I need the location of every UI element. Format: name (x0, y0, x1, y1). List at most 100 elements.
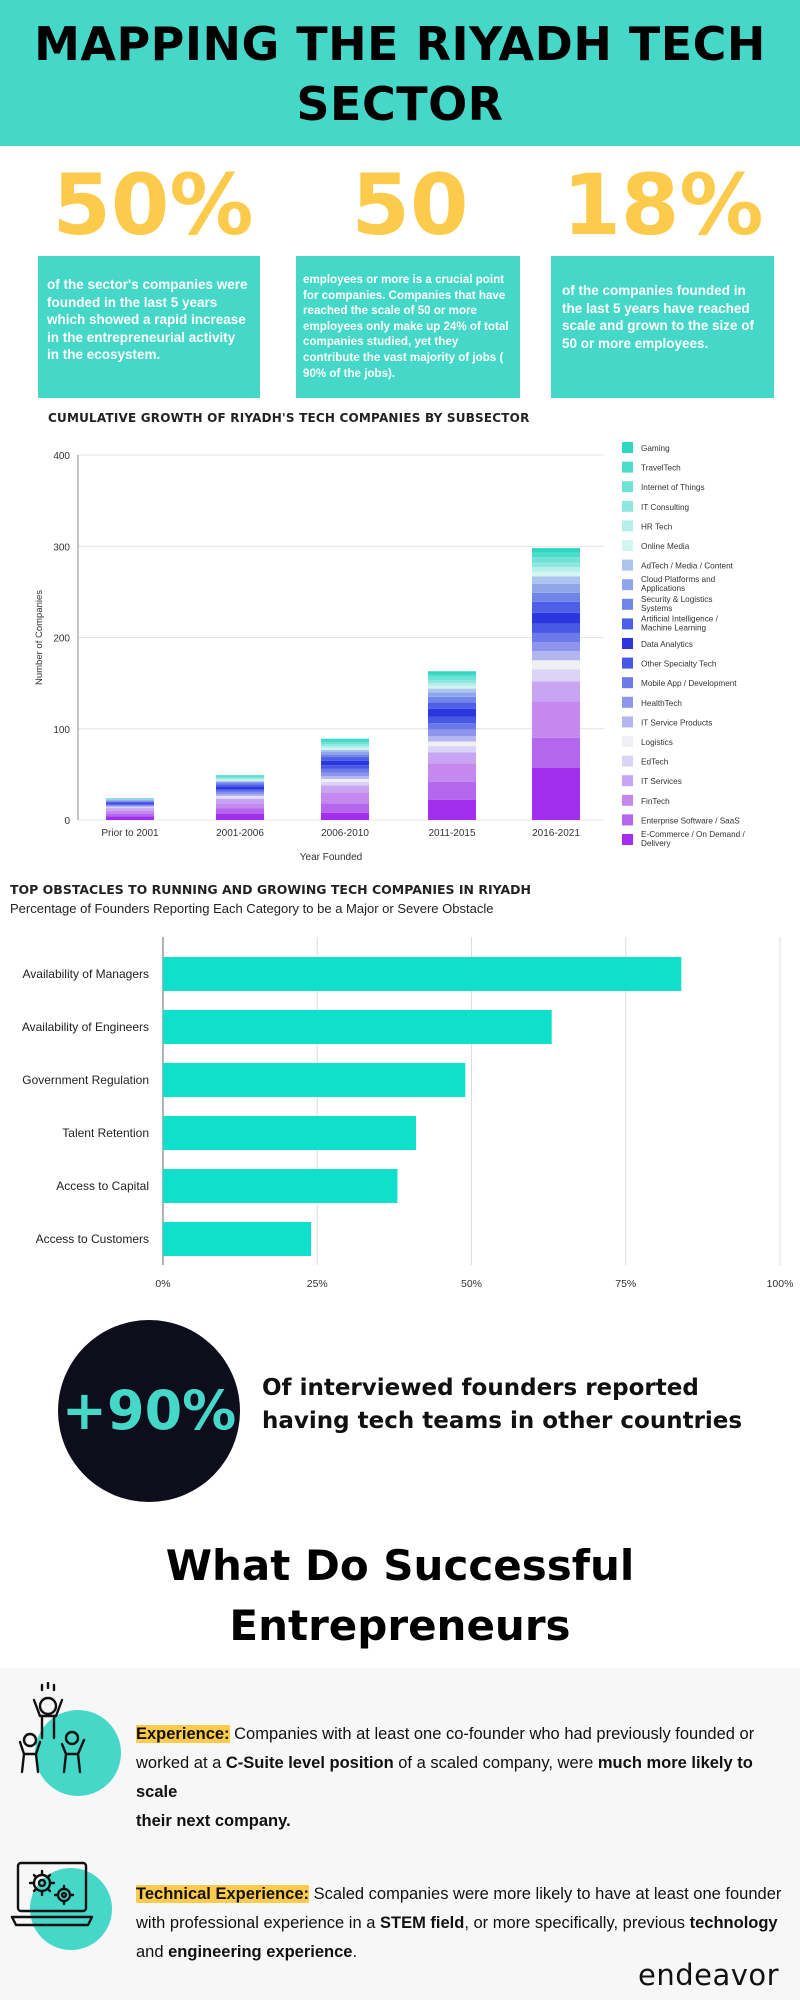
legend-label: AdTech / Media / Content (641, 562, 734, 571)
laptop-gears-icon (10, 1861, 94, 1927)
legend-label: Online Media (641, 542, 690, 551)
bar-segment (532, 562, 580, 568)
legend-label: FinTech (641, 797, 670, 806)
obstacle-bar (163, 1116, 416, 1150)
legend-swatch (622, 736, 633, 747)
legend-label: Logistics (641, 738, 673, 747)
legend-swatch (622, 442, 633, 453)
bar-segment (532, 548, 580, 553)
bar-segment (428, 736, 476, 742)
bar-segment (532, 557, 580, 563)
bar-segment (216, 776, 264, 778)
legend-swatch (622, 540, 633, 551)
obstacle-bar (163, 1169, 398, 1203)
trait-1-line2-a: worked at a (136, 1754, 226, 1772)
y-axis-label: Number of Companies (34, 590, 45, 685)
obstacle-bar (163, 1222, 312, 1256)
legend-label: Applications (641, 584, 685, 593)
bar-segment (428, 723, 476, 730)
trait-1-line2-b: of a scaled company, were (393, 1754, 598, 1772)
trait-2-line3: and engineering experience. (136, 1938, 796, 1967)
bar-segment (321, 760, 369, 766)
bar-segment (321, 757, 369, 761)
legend-label: Delivery (641, 839, 671, 848)
highlight-value: +90% (61, 1379, 237, 1442)
legend-label: Security & Logistics (641, 595, 712, 604)
bar-segment (106, 798, 154, 800)
stat-value-1: 50% (52, 156, 254, 254)
category-label: Access to Capital (56, 1179, 149, 1193)
highlight-text-line2: having tech teams in other countries (262, 1408, 743, 1434)
trait-1-line1: Experience: Companies with at least one … (136, 1720, 796, 1749)
bar-segment (321, 803, 369, 813)
category-label: Availability of Engineers (22, 1020, 149, 1034)
header-banner: MAPPING THE RIYADH TECH SECTOR (0, 0, 800, 146)
bar-segment (216, 813, 264, 820)
bar-segment (532, 632, 580, 643)
legend-swatch (622, 461, 633, 473)
bar-segment (321, 746, 369, 748)
y-tick-label: 100 (53, 725, 70, 736)
legend-swatch (622, 775, 633, 787)
bar-segment (532, 767, 580, 820)
bar-segment (106, 808, 154, 811)
bar-segment (321, 765, 369, 769)
traits-panel (0, 1668, 800, 2000)
bar-segment (428, 688, 476, 693)
trait-2-line1-text: Scaled companies were more likely to hav… (309, 1885, 782, 1903)
team-celebration-icon (18, 1682, 86, 1774)
bar-segment (321, 785, 369, 793)
trait-2-line3-a: and (136, 1943, 169, 1961)
bar-segment (532, 669, 580, 682)
x-tick-label: 2001-2006 (216, 828, 264, 839)
stat-text-1: of the sector's companies were founded i… (47, 277, 248, 362)
x-tick-label: 2016-2021 (532, 828, 580, 839)
bar-segment (216, 775, 264, 777)
trait-2-line3-bold: engineering experience (168, 1943, 353, 1961)
bar-segment (321, 781, 369, 786)
category-label: Availability of Managers (22, 967, 149, 981)
bar-segment (106, 807, 154, 809)
obstacle-bar (163, 1063, 466, 1097)
legend-label: Gaming (641, 444, 670, 453)
legend-label: Machine Learning (641, 623, 707, 632)
x-tick-label: 2011-2015 (428, 828, 476, 839)
bar-segment (428, 674, 476, 677)
stat-box-3: of the companies founded in the last 5 y… (551, 256, 774, 398)
bar-segment (321, 747, 369, 750)
bar-segment (532, 642, 580, 652)
y-tick-label: 200 (53, 634, 70, 645)
bar-segment (321, 751, 369, 755)
trait-2-line2-b: , or more specifically, previous (464, 1914, 690, 1932)
trait-2-line1: Technical Experience: Scaled companies w… (136, 1880, 796, 1909)
legend-label: Mobile App / Development (641, 679, 737, 688)
bar-segment (216, 792, 264, 795)
category-label: Access to Customers (36, 1232, 149, 1246)
bar-segment (428, 692, 476, 697)
trait-1-label: Experience: (136, 1725, 230, 1743)
growth-chart-title: CUMULATIVE GROWTH OF RIYADH'S TECH COMPA… (48, 411, 530, 425)
trait-2-line2-bold2: technology (689, 1914, 778, 1932)
legend-label: IT Services (641, 777, 682, 786)
legend-swatch (622, 677, 633, 689)
legend-label: HR Tech (641, 522, 673, 531)
bar-segment (106, 805, 154, 807)
bar-segment (216, 786, 264, 789)
legend-swatch (622, 481, 633, 493)
x-tick-label: 2006-2010 (321, 828, 369, 839)
trait-2-line2: with professional experience in a STEM f… (136, 1909, 796, 1938)
stat-value-2: 50 (351, 156, 469, 254)
bar-segment (428, 685, 476, 689)
bar-segment (321, 776, 369, 779)
bar-segment (428, 680, 476, 684)
x-tick-label: 50% (461, 1278, 482, 1290)
page-title-line2: SECTOR (296, 77, 504, 131)
y-tick-label: 400 (53, 451, 70, 462)
bar-segment (106, 816, 154, 820)
bar-segment (532, 612, 580, 624)
bar-segment (106, 813, 154, 817)
bar-segment (106, 803, 154, 805)
bar-segment (106, 806, 154, 808)
obstacles-chart-title: TOP OBSTACLES TO RUNNING AND GROWING TEC… (10, 882, 531, 897)
bar-segment (532, 552, 580, 558)
